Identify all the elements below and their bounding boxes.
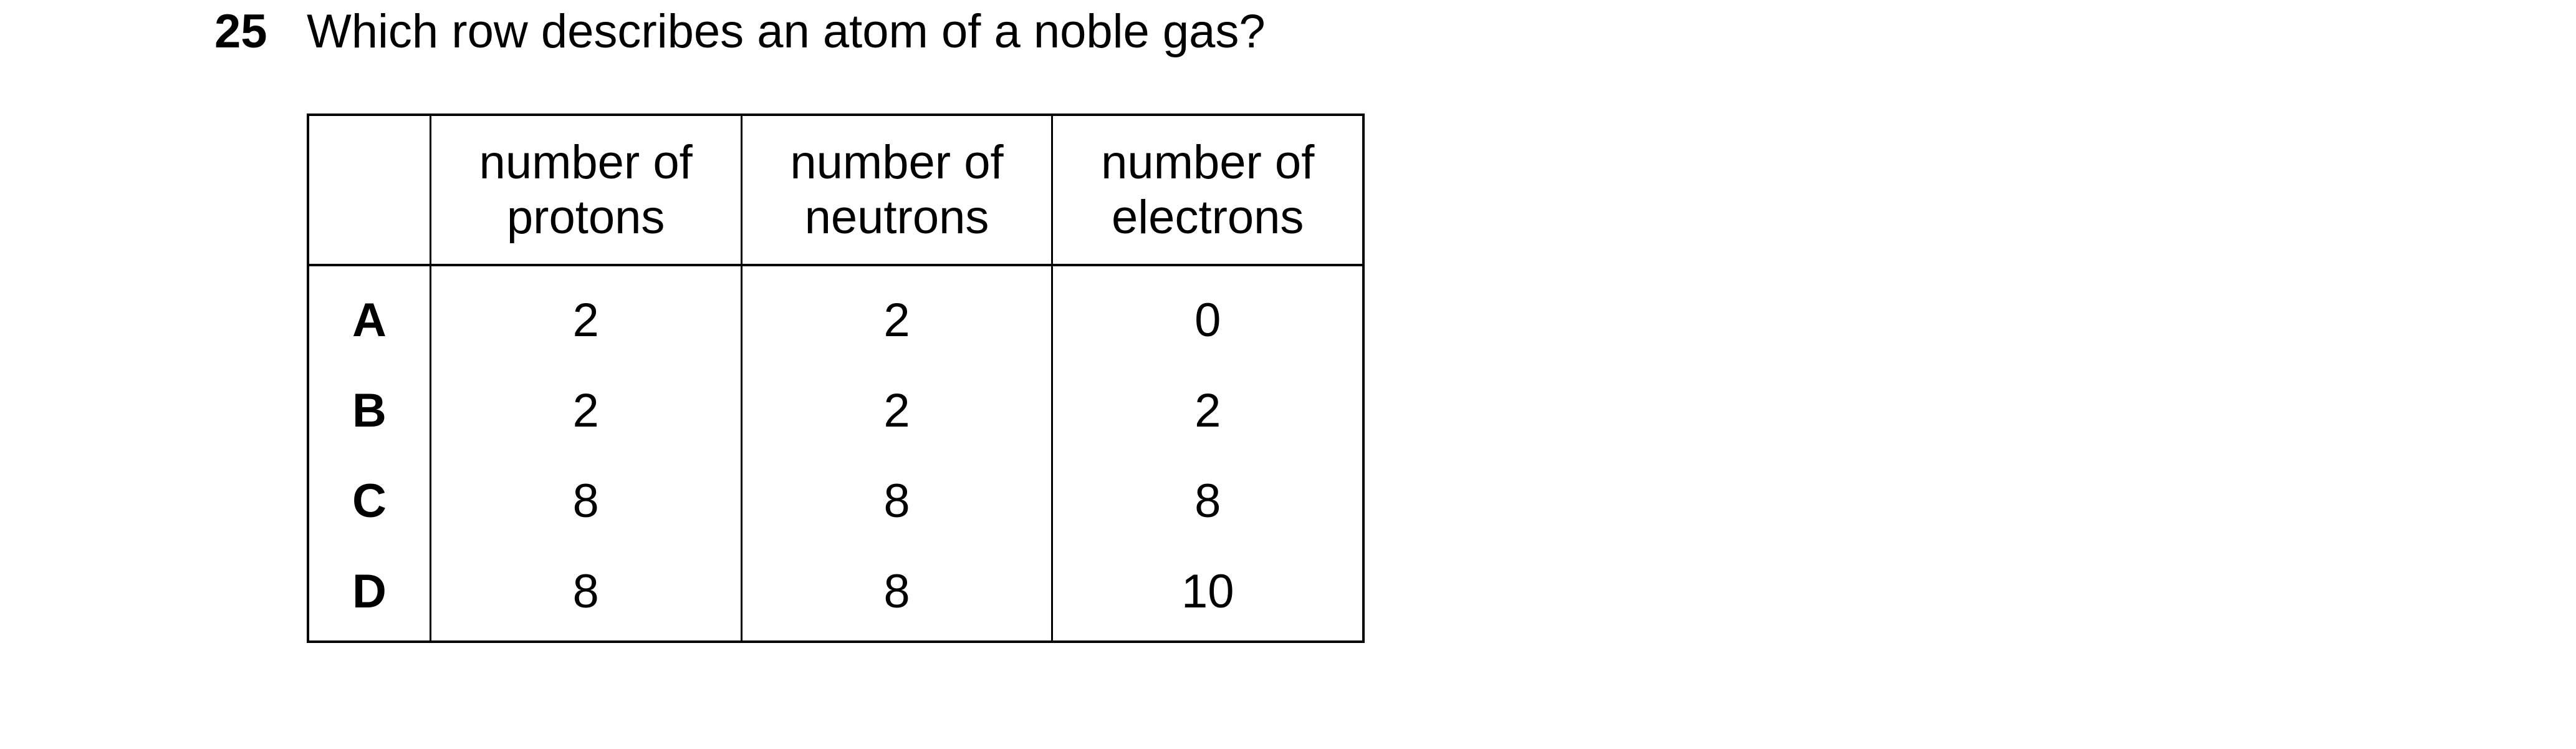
header-neutrons: number of neutrons [740, 115, 1052, 266]
question-text: Which row describes an atom of a noble g… [307, 5, 1266, 58]
neutrons-value: 8 [740, 456, 1052, 546]
header-neutrons-line1: number of [790, 135, 1004, 189]
table-row-b: B 2 2 2 [308, 365, 1363, 456]
header-electrons-line2: electrons [1112, 190, 1304, 244]
neutrons-value: 2 [740, 265, 1052, 365]
row-letter: B [352, 384, 387, 437]
header-protons-line2: protons [506, 190, 665, 244]
protons-value: 8 [429, 456, 742, 546]
protons-value: 8 [429, 546, 742, 642]
row-letter: A [352, 293, 387, 347]
question-number: 25 [214, 5, 267, 58]
neutrons-value: 8 [740, 546, 1052, 642]
header-electrons: number of electrons [1051, 115, 1363, 266]
answer-options-table: number of protons number of neutrons num… [307, 114, 1365, 643]
table-row-d: D 8 8 10 [308, 546, 1363, 642]
table-row-c: C 8 8 8 [308, 456, 1363, 546]
protons-value: 2 [429, 365, 742, 456]
neutrons-value: 2 [740, 365, 1052, 456]
header-electrons-line1: number of [1101, 135, 1315, 189]
row-letter: D [352, 564, 387, 618]
header-neutrons-line2: neutrons [804, 190, 989, 244]
row-letter: C [352, 474, 387, 528]
header-protons: number of protons [429, 115, 742, 266]
table-row-a: A 2 2 0 [308, 265, 1363, 365]
protons-value: 2 [429, 265, 742, 365]
table-header-row: number of protons number of neutrons num… [308, 115, 1363, 266]
electrons-value: 8 [1051, 456, 1363, 546]
electrons-value: 2 [1051, 365, 1363, 456]
electrons-value: 0 [1051, 265, 1363, 365]
header-protons-line1: number of [479, 135, 693, 189]
electrons-value: 10 [1051, 546, 1363, 642]
header-empty-cell [308, 115, 431, 266]
